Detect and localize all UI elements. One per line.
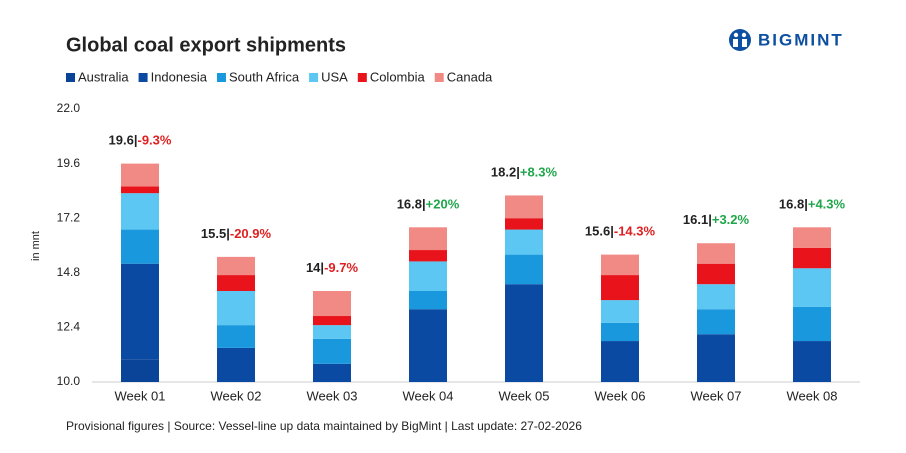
data-label: 16.1|+3.2% [683, 213, 750, 228]
bar-segment [217, 256, 255, 276]
total-label: 18.2| [491, 165, 520, 180]
bar-segment [697, 284, 735, 310]
bar-segment [121, 163, 159, 187]
bar-segment [121, 263, 159, 360]
x-tick-label: Week 02 [210, 388, 261, 403]
bar-segment [217, 325, 255, 348]
bar-segment [409, 261, 447, 291]
y-axis-label: in mnt [30, 231, 42, 261]
y-tick-label: 14.8 [57, 265, 81, 279]
total-label: 16.1| [683, 213, 712, 228]
change-label: -20.9% [230, 226, 272, 241]
bar-segment [505, 218, 543, 230]
x-tick-label: Week 05 [498, 388, 549, 403]
bar-segment [505, 195, 543, 219]
bar-segment [697, 334, 735, 382]
total-label: 19.6| [109, 133, 138, 148]
total-label: 15.5| [201, 226, 230, 241]
bar-segment [697, 309, 735, 335]
bar-segment [793, 247, 831, 269]
bar-segment [217, 275, 255, 291]
data-label: 18.2|+8.3% [491, 165, 558, 180]
legend-label: Australia [78, 69, 129, 84]
bar-segment [313, 316, 351, 326]
bar-segment [505, 229, 543, 255]
bar-segment [313, 325, 351, 339]
bar-segment [601, 275, 639, 301]
bar-segment [505, 254, 543, 285]
bar-segment [217, 291, 255, 326]
x-tick-label: Week 04 [402, 388, 453, 403]
total-label: 15.6| [585, 224, 614, 239]
bar-segment [313, 338, 351, 364]
legend-swatch [216, 73, 226, 82]
change-label: +20% [426, 197, 460, 212]
legend-swatch [138, 73, 148, 82]
data-label: 15.6|-14.3% [585, 224, 656, 239]
bar-segment [313, 291, 351, 317]
data-label: 16.8|+20% [397, 197, 460, 212]
y-tick-label: 17.2 [57, 210, 81, 224]
change-label: +3.2% [712, 213, 750, 228]
x-tick-label: Week 08 [786, 388, 837, 403]
legend-swatch [66, 73, 75, 82]
bar-segment [793, 268, 831, 307]
bar-segment [793, 227, 831, 248]
change-label: +8.3% [520, 165, 558, 180]
x-tick-label: Week 06 [594, 388, 645, 403]
change-label: +4.3% [808, 197, 846, 212]
legend-swatch [357, 73, 367, 82]
bar-segment [121, 186, 159, 194]
footnote: Provisional figures | Source: Vessel-lin… [66, 419, 582, 433]
x-tick-label: Week 07 [690, 388, 741, 403]
legend-label: Indonesia [151, 69, 208, 84]
total-label: 14| [306, 260, 324, 275]
legend-label: USA [321, 69, 348, 84]
chart-title: Global coal export shipments [66, 34, 346, 56]
data-label: 16.8|+4.3% [779, 197, 846, 212]
bar-segment [793, 341, 831, 382]
legend-label: Canada [447, 69, 493, 84]
x-tick-label: Week 01 [114, 388, 165, 403]
legend-label: Colombia [370, 69, 426, 84]
bar-segment [409, 309, 447, 382]
bar-segment [121, 359, 159, 382]
bar-segment [601, 254, 639, 276]
legend-swatch [309, 73, 319, 82]
y-tick-label: 12.4 [57, 320, 81, 334]
bar-segment [217, 347, 255, 382]
bar-segment [409, 291, 447, 310]
legend-swatch [434, 73, 444, 82]
change-label: -9.7% [324, 260, 358, 275]
bar-segment [409, 227, 447, 251]
data-label: 15.5|-20.9% [201, 226, 272, 241]
bar-segment [601, 322, 639, 342]
bar-segment [601, 341, 639, 382]
y-tick-label: 22.0 [57, 101, 81, 115]
x-tick-label: Week 03 [306, 388, 357, 403]
data-label: 19.6|-9.3% [109, 133, 172, 148]
total-label: 16.8| [779, 197, 808, 212]
total-label: 16.8| [397, 197, 426, 212]
bar-segment [121, 193, 159, 230]
bar-segment [313, 363, 351, 382]
change-label: -14.3% [614, 224, 656, 239]
bar-segment [409, 250, 447, 262]
brand: BIGMINT [758, 30, 844, 49]
logo [729, 29, 751, 51]
bar-segment [601, 300, 639, 323]
bar-segment [121, 229, 159, 264]
change-label: -9.3% [137, 133, 171, 148]
y-tick-label: 10.0 [57, 374, 81, 388]
bar-segment [697, 263, 735, 285]
bar-segment [697, 243, 735, 264]
y-tick-label: 19.6 [57, 156, 81, 170]
legend-label: South Africa [229, 69, 300, 84]
data-label: 14|-9.7% [306, 260, 359, 275]
bar-segment [505, 284, 543, 382]
bar-segment [793, 306, 831, 342]
